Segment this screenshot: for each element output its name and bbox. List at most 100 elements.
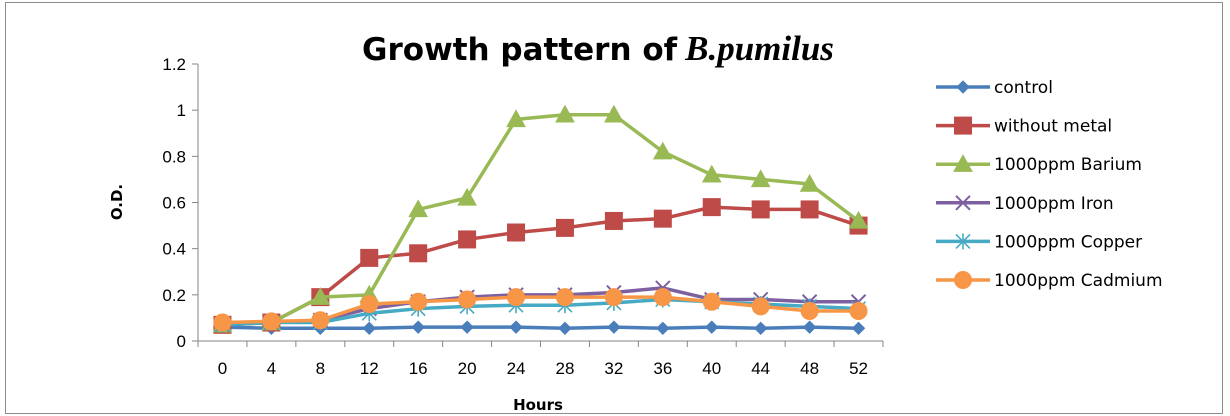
- legend-label-1000ppm-iron: 1000ppm Iron: [994, 194, 1114, 214]
- data-point-1000ppm-cadmium: [262, 312, 281, 331]
- legend-label-control: control: [994, 78, 1053, 98]
- data-point-control: [362, 321, 376, 336]
- data-point-without-metal: [458, 230, 477, 249]
- data-point-1000ppm-cadmium: [458, 290, 477, 309]
- series-1000ppm-barium: [212, 104, 869, 333]
- data-point-without-metal: [409, 244, 428, 263]
- y-tick-label: 0: [177, 332, 186, 351]
- data-point-control: [656, 321, 670, 336]
- data-point-without-metal: [800, 200, 819, 219]
- legend-item-1000ppm-cadmium: 1000ppm Cadmium: [936, 271, 1163, 291]
- data-point-without-metal: [653, 209, 672, 228]
- series-line-control: [222, 325, 859, 331]
- data-point-1000ppm-cadmium: [653, 288, 672, 307]
- data-point-1000ppm-barium: [506, 109, 526, 128]
- data-point-1000ppm-cadmium: [555, 288, 574, 307]
- data-point-1000ppm-barium: [555, 104, 575, 123]
- y-tick-label: 0.8: [162, 147, 186, 166]
- legend-item-without-metal: without metal: [936, 116, 1112, 137]
- x-tick-label: 28: [556, 359, 575, 378]
- data-point-control: [558, 321, 572, 336]
- data-point-without-metal: [360, 248, 379, 267]
- data-point-1000ppm-barium: [848, 210, 869, 229]
- data-point-1000ppm-barium: [701, 164, 722, 183]
- legend-marker-control: [956, 80, 970, 94]
- data-point-control: [607, 320, 621, 334]
- legend-marker-1000ppm-barium: [953, 154, 973, 172]
- data-point-1000ppm-cadmium: [360, 295, 379, 314]
- y-tick-label: 0.6: [162, 194, 186, 213]
- data-point-without-metal: [604, 211, 623, 230]
- data-point-1000ppm-cadmium: [507, 288, 526, 307]
- legend-label-without-metal: without metal: [994, 117, 1112, 137]
- chart-title: Growth pattern of B.pumilus: [362, 29, 834, 68]
- series-layer: [212, 104, 869, 336]
- data-point-1000ppm-cadmium: [311, 311, 330, 330]
- x-tick-label: 8: [316, 359, 325, 378]
- data-point-control: [851, 321, 866, 336]
- x-tick-label: 16: [409, 359, 428, 378]
- series-without-metal: [213, 198, 868, 334]
- legend-marker-1000ppm-copper: [955, 233, 971, 250]
- data-point-1000ppm-cadmium: [702, 292, 721, 311]
- x-tick-label: 48: [800, 359, 819, 378]
- data-point-1000ppm-cadmium: [751, 297, 770, 316]
- x-tick-label: 52: [849, 359, 868, 378]
- legend-marker-without-metal: [954, 116, 972, 135]
- x-tick-label: 0: [218, 359, 227, 378]
- legend-item-1000ppm-copper: 1000ppm Copper: [936, 232, 1142, 252]
- x-tick-label: 4: [267, 359, 276, 378]
- x-tick-label: 44: [751, 359, 770, 378]
- x-tick-label: 24: [507, 359, 526, 378]
- x-tick-label: 12: [360, 359, 379, 378]
- axes-group: 00.20.40.60.811.20 4 8 12 16 20 24 28 32 36 40 44 48…: [162, 55, 884, 378]
- legend-marker-1000ppm-iron-stroke: [955, 195, 971, 211]
- legend-item-control: control: [936, 78, 1053, 98]
- x-tick-label: 20: [458, 359, 477, 378]
- chart-area: [5, 2, 1223, 414]
- data-point-1000ppm-barium: [408, 199, 429, 218]
- chart-title-italic: B.pumilus: [684, 29, 834, 68]
- chart-title-text: Growth pattern of: [362, 32, 678, 68]
- legend-marker-1000ppm-iron: [955, 195, 971, 211]
- data-point-1000ppm-cadmium: [409, 292, 428, 311]
- data-point-1000ppm-cadmium: [800, 301, 819, 320]
- y-tick-label: 1: [177, 101, 186, 120]
- data-point-1000ppm-barium: [799, 174, 820, 192]
- y-tick-label: 1.2: [162, 55, 186, 74]
- x-tick-label: 36: [653, 359, 672, 378]
- y-tick-label: 0.4: [162, 240, 186, 259]
- y-axis-label: O.D.: [108, 184, 126, 220]
- legend-marker-1000ppm-cadmium: [954, 271, 972, 289]
- data-point-1000ppm-cadmium: [604, 288, 623, 307]
- data-point-without-metal: [507, 223, 526, 242]
- data-point-1000ppm-barium: [652, 141, 673, 160]
- data-point-1000ppm-barium: [750, 169, 771, 188]
- data-point-without-metal: [751, 200, 770, 219]
- legend-label-1000ppm-cadmium: 1000ppm Cadmium: [994, 271, 1163, 291]
- data-point-1000ppm-barium: [310, 287, 331, 305]
- data-point-without-metal: [702, 198, 721, 217]
- data-point-1000ppm-cadmium: [213, 313, 232, 332]
- data-point-control: [460, 320, 474, 334]
- legend-item-1000ppm-iron: 1000ppm Iron: [936, 194, 1114, 214]
- data-point-without-metal: [555, 218, 574, 237]
- legend-item-1000ppm-barium: 1000ppm Barium: [936, 154, 1142, 175]
- legend-label-1000ppm-barium: 1000ppm Barium: [994, 155, 1142, 175]
- data-point-control: [753, 321, 768, 336]
- legend-label-1000ppm-copper: 1000ppm Copper: [994, 232, 1142, 252]
- data-point-control: [705, 320, 719, 334]
- series-1000ppm-cadmium: [213, 288, 868, 332]
- data-point-1000ppm-barium: [457, 187, 477, 206]
- data-point-control: [411, 320, 425, 334]
- data-point-control: [509, 320, 523, 334]
- data-point-control: [802, 320, 817, 334]
- y-tick-label: 0.2: [162, 286, 186, 305]
- series-line-1000ppm-barium: [222, 113, 860, 327]
- data-point-1000ppm-cadmium: [849, 301, 868, 320]
- legend: control without metal 1000ppm Barium 1000pp…: [936, 78, 1163, 291]
- data-point-1000ppm-barium: [604, 104, 624, 123]
- x-tick-label: 32: [604, 359, 623, 378]
- x-axis-label: Hours: [513, 396, 563, 414]
